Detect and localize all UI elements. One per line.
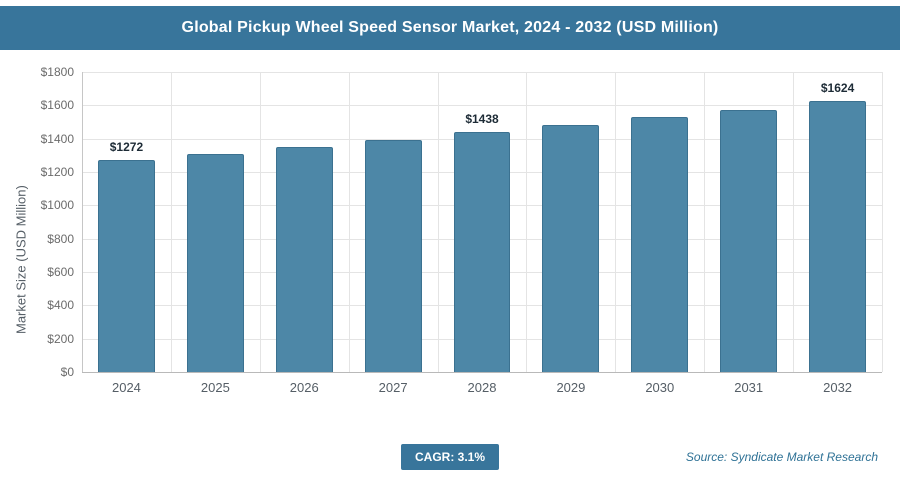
y-axis-ticks: $1800 $1600 $1400 $1200 $1000 $800 $600 $400 $20… bbox=[32, 65, 82, 379]
bar-2032 bbox=[809, 101, 866, 372]
bar-2027 bbox=[364, 139, 422, 372]
y-tick-label: $1400 bbox=[40, 131, 74, 146]
plot-row: $1800 $1600 $1400 $1200 $1000 $800 $600 $400 $20… bbox=[32, 65, 883, 379]
bar-2028 bbox=[453, 132, 511, 372]
bar-2031 bbox=[720, 109, 778, 372]
x-tick-label: 2030 bbox=[645, 379, 675, 395]
source-text: Source: Syndicate Market Research bbox=[685, 450, 878, 464]
vertical-gridline bbox=[348, 72, 350, 372]
y-tick-label: $800 bbox=[47, 231, 74, 246]
bar-chart: Market Size (USD Million) $1800 $1600 $140… bbox=[0, 65, 900, 412]
vertical-gridline bbox=[170, 72, 172, 372]
bar-2026 bbox=[275, 146, 333, 372]
y-tick-label: $400 bbox=[47, 298, 74, 313]
footer: CAGR: 3.1% Source: Syndicate Market Rese… bbox=[0, 442, 900, 472]
x-tick-label: 2027 bbox=[378, 379, 408, 395]
y-tick-label: $1200 bbox=[40, 165, 74, 179]
bar-cell bbox=[349, 72, 438, 372]
bar-value-label: $1272 bbox=[109, 140, 144, 154]
vertical-gridline bbox=[526, 72, 528, 372]
y-axis-title: Market Size (USD Million) bbox=[13, 185, 29, 335]
plot-area: $1272 $1438 $1624 bbox=[82, 72, 883, 373]
bar-cell bbox=[615, 72, 704, 372]
horizontal-gridline bbox=[82, 105, 882, 107]
bar-2024 bbox=[98, 160, 155, 372]
vertical-gridline bbox=[793, 72, 795, 372]
bar-2029 bbox=[542, 125, 600, 372]
y-tick-label: $1600 bbox=[40, 98, 74, 113]
x-tick-label: 2025 bbox=[200, 379, 230, 395]
x-axis-labels: 2024 2025 2026 2027 2028 2029 2030 2031 2032 bbox=[82, 372, 882, 402]
y-axis-line bbox=[82, 72, 83, 372]
y-tick-label: $0 bbox=[60, 365, 74, 379]
bar-cell bbox=[171, 72, 260, 372]
bar-cell bbox=[260, 72, 349, 372]
x-tick-label: 2024 bbox=[111, 379, 141, 395]
plot-column: $1800 $1600 $1400 $1200 $1000 $800 $600 $400 $20… bbox=[32, 65, 883, 412]
x-tick-label: 2028 bbox=[467, 379, 497, 395]
bar-cell: $1624 bbox=[793, 72, 882, 372]
bar-2030 bbox=[631, 117, 689, 372]
page: Global Pickup Wheel Speed Sensor Market,… bbox=[0, 6, 900, 500]
bar-value-label: $1624 bbox=[820, 81, 855, 96]
x-tick-label: 2032 bbox=[823, 379, 853, 395]
vertical-gridline bbox=[704, 72, 706, 372]
y-tick-label: $1800 bbox=[40, 65, 74, 79]
bar-cell bbox=[526, 72, 615, 372]
vertical-gridline bbox=[259, 72, 261, 372]
vertical-gridline bbox=[615, 72, 617, 372]
horizontal-gridline bbox=[82, 72, 882, 73]
bar-cell: $1438 bbox=[438, 72, 527, 372]
x-tick-label: 2031 bbox=[734, 379, 764, 395]
bar-cell bbox=[704, 72, 793, 372]
y-tick-label: $200 bbox=[47, 331, 74, 346]
bar-value-label: $1438 bbox=[465, 112, 499, 127]
vertical-gridline bbox=[437, 72, 439, 372]
chart-title: Global Pickup Wheel Speed Sensor Market,… bbox=[181, 19, 719, 36]
cagr-badge: CAGR: 3.1% bbox=[400, 444, 499, 470]
chart-title-bar: Global Pickup Wheel Speed Sensor Market,… bbox=[0, 6, 900, 50]
y-tick-label: $600 bbox=[47, 265, 74, 279]
bars-container: $1272 $1438 $1624 bbox=[82, 72, 882, 372]
x-axis-line bbox=[82, 372, 882, 373]
x-tick-label: 2026 bbox=[289, 379, 319, 395]
bar-cell: $1272 bbox=[82, 72, 171, 372]
x-tick-label: 2029 bbox=[556, 379, 586, 395]
vertical-gridline bbox=[882, 72, 883, 372]
bar-2025 bbox=[186, 153, 244, 372]
y-tick-label: $1000 bbox=[40, 198, 74, 213]
